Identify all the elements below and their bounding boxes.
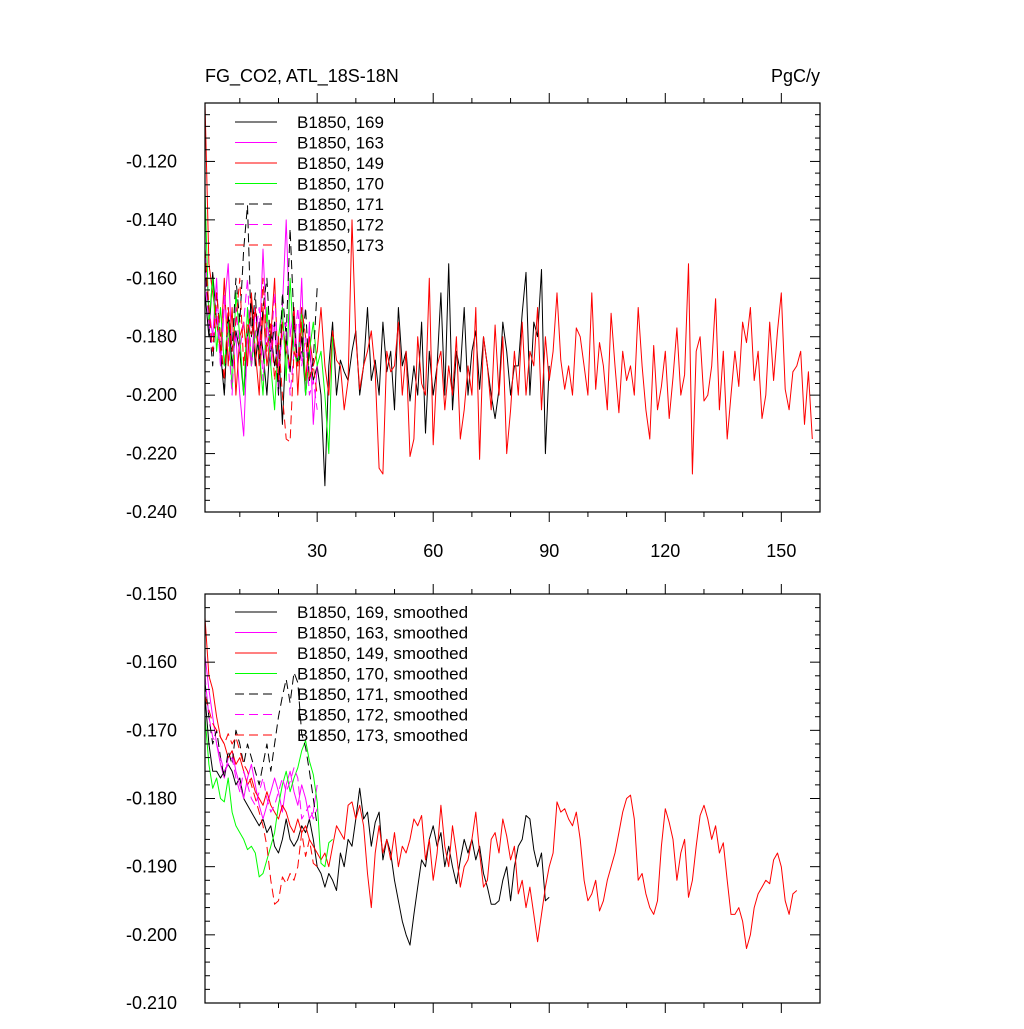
x-tick-label: 150 (766, 541, 796, 561)
legend-label-3: B1850, 149 (297, 154, 384, 173)
series-group (205, 617, 798, 949)
y-tick-label: -0.240 (126, 502, 177, 522)
plot-frame (204, 102, 821, 513)
legend-label-4: B1850, 170 (297, 175, 384, 194)
chart-title: FG_CO2, ATL_18S-18N (205, 66, 399, 87)
series-line-5 (205, 671, 318, 826)
legend-label-1: B1850, 169, smoothed (297, 603, 468, 622)
series-group (205, 103, 813, 487)
legend-label-5: B1850, 171 (297, 195, 384, 214)
y-tick-label: -0.170 (126, 720, 177, 740)
legend-label-1: B1850, 169 (297, 113, 384, 132)
series-line-6 (205, 277, 318, 410)
legend-label-5: B1850, 171, smoothed (297, 685, 468, 704)
legend-label-6: B1850, 172, smoothed (297, 706, 468, 725)
y-tick-label: -0.180 (126, 789, 177, 809)
y-tick-label: -0.220 (126, 444, 177, 464)
series-line-3 (205, 103, 813, 475)
y-tick-label: -0.180 (126, 327, 177, 347)
legend-label-3: B1850, 149, smoothed (297, 644, 468, 663)
series-line-2 (205, 655, 318, 820)
series-line-6 (205, 675, 318, 820)
legend-label-7: B1850, 173 (297, 236, 384, 255)
x-tick-label: 90 (539, 541, 559, 561)
y-tick-label: -0.200 (126, 385, 177, 405)
y-tick-label: -0.120 (126, 151, 177, 171)
x-tick-label: 30 (307, 541, 327, 561)
legend-label-4: B1850, 170, smoothed (297, 665, 468, 684)
legend: B1850, 169, smoothed B1850, 163, smoothed… (235, 603, 468, 745)
y-tick-label: -0.160 (126, 268, 177, 288)
legend-label-2: B1850, 163 (297, 134, 384, 153)
series-line-1 (205, 696, 550, 946)
bottom-panel: -0.150 -0.160 -0.170 -0.180 -0.190 -0.200 -0.2… (126, 584, 821, 1013)
y-tick-label: -0.190 (126, 857, 177, 877)
series-line-5 (205, 204, 318, 396)
series-line-7 (205, 249, 318, 443)
series-line-7 (205, 696, 318, 905)
x-tick-label: 120 (650, 541, 680, 561)
chart-units: PgC/y (771, 66, 820, 86)
y-tick-label: -0.210 (126, 993, 177, 1013)
legend-label-2: B1850, 163, smoothed (297, 624, 468, 643)
x-tick-label: 60 (423, 541, 443, 561)
top-panel: -0.120 -0.140 -0.160 -0.180 -0.200 -0.220 -0.2… (126, 93, 821, 561)
y-tick-label: -0.200 (126, 925, 177, 945)
series-line-3 (205, 617, 798, 949)
legend-label-7: B1850, 173, smoothed (297, 726, 468, 745)
y-tick-label: -0.160 (126, 652, 177, 672)
y-tick-label: -0.150 (126, 584, 177, 604)
series-line-4 (205, 716, 333, 878)
y-tick-label: -0.140 (126, 210, 177, 230)
legend-label-6: B1850, 172 (297, 216, 384, 235)
